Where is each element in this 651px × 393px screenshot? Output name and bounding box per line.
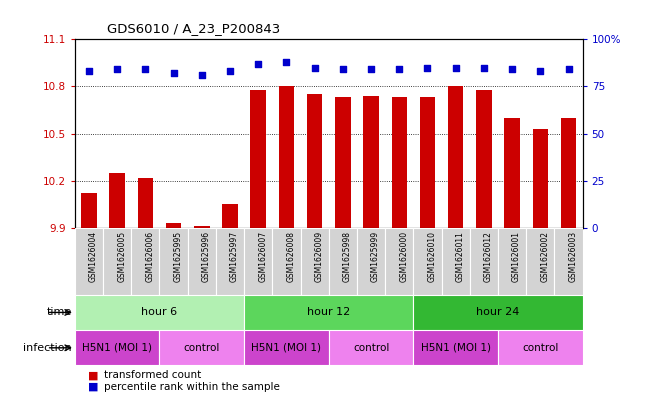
Text: transformed count: transformed count [104,370,201,380]
Bar [555,228,583,295]
Text: control: control [522,343,559,353]
Point [169,70,179,76]
Text: control: control [184,343,220,353]
Text: GDS6010 / A_23_P200843: GDS6010 / A_23_P200843 [107,22,281,35]
Bar [505,118,520,228]
Bar [329,228,357,295]
Bar [75,295,244,330]
Text: infection: infection [23,343,72,353]
Bar [307,94,322,228]
Bar [363,96,379,228]
Bar [448,86,464,228]
Bar [391,97,407,228]
Point [225,68,235,75]
Text: percentile rank within the sample: percentile rank within the sample [104,382,280,392]
Point [309,64,320,71]
Bar [441,228,470,295]
Bar [244,228,272,295]
Point [394,66,404,73]
Point [478,64,489,71]
Bar [137,178,153,228]
Point [84,68,94,75]
Bar [329,330,413,365]
Bar [272,228,301,295]
Text: time: time [46,307,72,318]
Text: GSM1626008: GSM1626008 [286,231,296,282]
Text: GSM1625997: GSM1625997 [230,231,239,283]
Bar [526,228,555,295]
Bar [413,330,498,365]
Text: GSM1626005: GSM1626005 [117,231,126,283]
Text: H5N1 (MOI 1): H5N1 (MOI 1) [251,343,322,353]
Text: GSM1625995: GSM1625995 [174,231,182,283]
Point [507,66,518,73]
Point [197,72,207,78]
Point [422,64,433,71]
Text: GSM1625996: GSM1625996 [202,231,211,283]
Point [450,64,461,71]
Text: GSM1626010: GSM1626010 [428,231,436,282]
Bar [279,86,294,228]
Point [281,59,292,65]
Bar [132,228,159,295]
Text: GSM1625999: GSM1625999 [371,231,380,283]
Bar [81,193,97,228]
Bar [498,228,526,295]
Text: GSM1626000: GSM1626000 [399,231,408,283]
Bar [335,97,351,228]
Bar [357,228,385,295]
Point [112,66,122,73]
Point [535,68,546,75]
Text: H5N1 (MOI 1): H5N1 (MOI 1) [421,343,491,353]
Text: GSM1626012: GSM1626012 [484,231,493,282]
Text: hour 6: hour 6 [141,307,178,318]
Bar [187,228,216,295]
Bar [103,228,132,295]
Bar [75,330,159,365]
Bar [222,204,238,228]
Bar [498,330,583,365]
Bar [216,228,244,295]
Point [140,66,150,73]
Bar [159,330,244,365]
Bar [166,223,182,228]
Text: GSM1626002: GSM1626002 [540,231,549,282]
Text: ■: ■ [88,370,102,380]
Text: GSM1626009: GSM1626009 [314,231,324,283]
Text: H5N1 (MOI 1): H5N1 (MOI 1) [82,343,152,353]
Bar [470,228,498,295]
Bar [301,228,329,295]
Text: GSM1626007: GSM1626007 [258,231,267,283]
Bar [385,228,413,295]
Text: hour 12: hour 12 [307,307,350,318]
Text: GSM1626004: GSM1626004 [89,231,98,283]
Bar [413,295,583,330]
Text: control: control [353,343,389,353]
Point [253,61,264,67]
Point [366,66,376,73]
Bar [533,129,548,228]
Bar [561,118,576,228]
Bar [159,228,187,295]
Bar [75,228,103,295]
Text: GSM1625998: GSM1625998 [343,231,352,282]
Text: GSM1626001: GSM1626001 [512,231,521,282]
Bar [251,90,266,228]
Bar [476,90,492,228]
Text: GSM1626006: GSM1626006 [145,231,154,283]
Bar [420,97,436,228]
Text: ■: ■ [88,382,102,392]
Bar [413,228,441,295]
Text: GSM1626011: GSM1626011 [456,231,465,282]
Point [563,66,574,73]
Point [338,66,348,73]
Text: GSM1626003: GSM1626003 [568,231,577,283]
Bar [109,173,125,228]
Text: hour 24: hour 24 [477,307,519,318]
Bar [244,330,329,365]
Bar [244,295,413,330]
Bar [194,226,210,228]
